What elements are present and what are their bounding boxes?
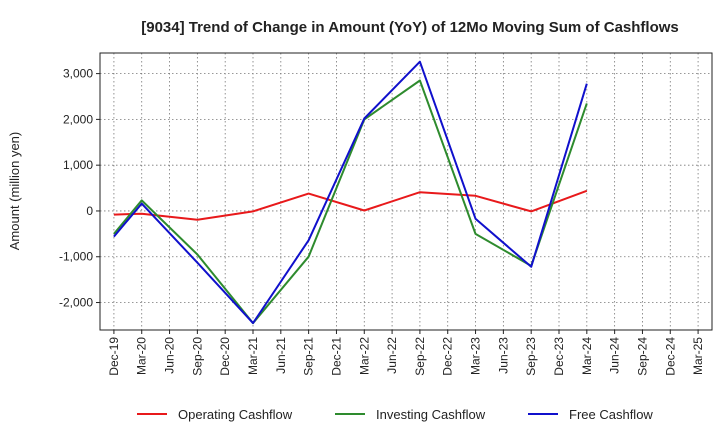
grid bbox=[100, 53, 712, 330]
y-axis-label: Amount (million yen) bbox=[7, 132, 22, 251]
y-tick-label: 0 bbox=[86, 204, 93, 218]
y-tick-label: 3,000 bbox=[63, 67, 93, 81]
x-tick-label: Dec-21 bbox=[329, 337, 343, 376]
legend-label-operating-cashflow: Operating Cashflow bbox=[178, 407, 293, 422]
x-tick-label: Mar-20 bbox=[135, 337, 149, 375]
plot-frame bbox=[99, 52, 713, 331]
y-tick-label: 2,000 bbox=[63, 112, 93, 126]
y-tick-label: 1,000 bbox=[63, 158, 93, 172]
x-tick-label: Dec-19 bbox=[107, 337, 121, 376]
x-tick-label: Dec-23 bbox=[552, 337, 566, 376]
chart-title: [9034] Trend of Change in Amount (YoY) o… bbox=[141, 19, 679, 36]
legend-label-free-cashflow: Free Cashflow bbox=[569, 407, 653, 422]
x-tick-label: Sep-24 bbox=[635, 337, 649, 376]
x-tick-label: Jun-20 bbox=[163, 337, 177, 374]
x-tick-label: Jun-22 bbox=[385, 337, 399, 374]
x-tick-label: Mar-21 bbox=[246, 337, 260, 375]
x-tick-label: Dec-20 bbox=[218, 337, 232, 376]
y-tick-label: -2,000 bbox=[59, 296, 93, 310]
x-tick-label: Sep-21 bbox=[302, 337, 316, 376]
y-axis-ticks: 3,000 2,000 1,000 0 -1,000 -2,000 bbox=[59, 67, 100, 310]
x-tick-label: Sep-20 bbox=[190, 337, 204, 376]
x-tick-label: Sep-22 bbox=[413, 337, 427, 376]
series-line-operating-cashflow bbox=[113, 189, 588, 221]
series-line-free-cashflow bbox=[113, 60, 588, 325]
legend-label-investing-cashflow: Investing Cashflow bbox=[376, 407, 486, 422]
x-tick-label: Dec-22 bbox=[441, 337, 455, 376]
x-tick-label: Sep-23 bbox=[524, 337, 538, 376]
x-tick-label: Mar-23 bbox=[469, 337, 483, 375]
y-tick-label: -1,000 bbox=[59, 250, 93, 264]
series-line-investing-cashflow bbox=[113, 79, 588, 325]
x-axis-ticks: Dec-19 Mar-20 Jun-20 Sep-20 Dec-20 Mar-21 Jun-… bbox=[107, 330, 705, 376]
x-tick-label: Mar-25 bbox=[691, 337, 705, 375]
x-tick-label: Jun-24 bbox=[608, 337, 622, 374]
series-lines bbox=[113, 60, 588, 325]
x-tick-label: Jun-23 bbox=[496, 337, 510, 374]
x-tick-label: Mar-24 bbox=[580, 337, 594, 375]
x-tick-label: Jun-21 bbox=[274, 337, 288, 374]
legend: Operating Cashflow Investing Cashflow Free… bbox=[137, 407, 653, 422]
x-tick-label: Dec-24 bbox=[663, 337, 677, 376]
x-tick-label: Mar-22 bbox=[357, 337, 371, 375]
